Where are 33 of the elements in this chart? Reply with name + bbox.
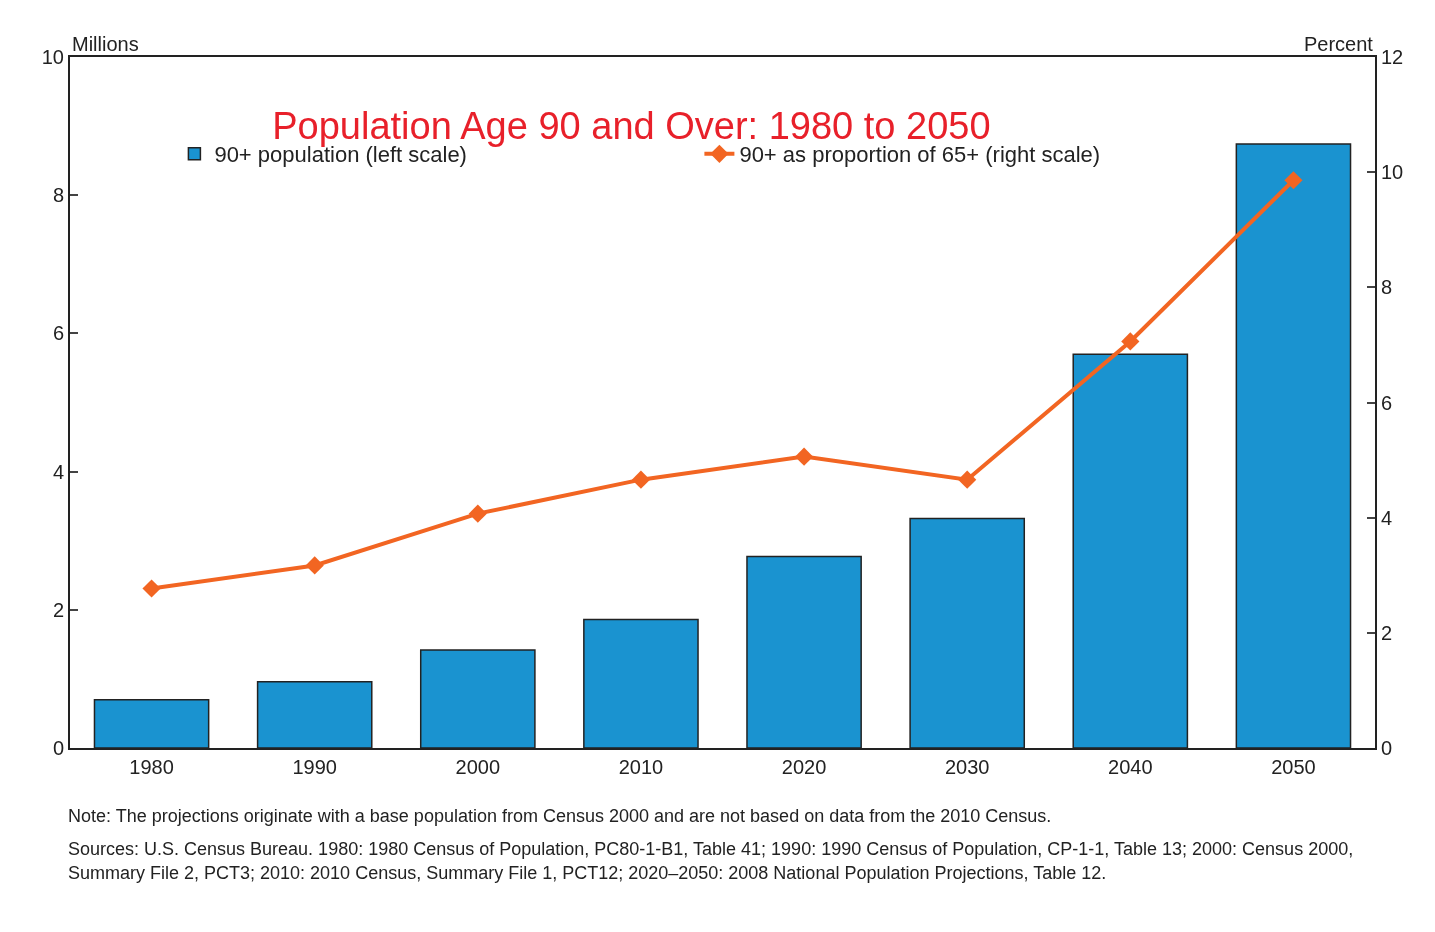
point — [142, 579, 161, 598]
x-tick-label: 1990 — [292, 756, 337, 778]
y2-tick-label: 2 — [1381, 621, 1393, 644]
point — [958, 470, 977, 489]
y-tick-label: 0 — [52, 737, 64, 759]
x-tick-label: 2030 — [944, 756, 990, 778]
point — [631, 470, 651, 489]
source-note: Sources: U.S. Census Bureau. 1980: 1980 Census of Population, PC80-1-B1, Table 41; 1990: 1990 Census of Population, CP-1-1, Table 13; 2000: Census 2000, Summary File 2, PCT3; 2010: 2010 Census, Summary File 1, PCT12; 2020–2050: 2008 National Population Projections, Table 12. — [68, 838, 1355, 885]
point — [794, 447, 814, 466]
y-axis-title: Millions — [72, 33, 139, 55]
x-tick-label: 2040 — [1108, 756, 1153, 778]
y2-axis-title: Percent — [1304, 33, 1374, 55]
point — [468, 504, 487, 523]
point — [305, 556, 324, 575]
x-tick-label: 2000 — [455, 756, 501, 778]
y-tick-label: 10 — [41, 46, 64, 68]
x-tick-label: 2010 — [618, 756, 664, 778]
y-tick-label: 8 — [52, 184, 64, 207]
y2-tick-label: 10 — [1381, 161, 1404, 184]
x-tick-label: 2050 — [1271, 756, 1316, 778]
y2-tick-label: 6 — [1381, 391, 1393, 414]
y-tick-label: 2 — [52, 598, 64, 621]
y2-tick-label: 12 — [1381, 46, 1404, 68]
x-tick-label: 1980 — [129, 756, 174, 778]
x-tick-label: 2020 — [781, 756, 827, 778]
point — [1284, 171, 1303, 190]
y-tick-label: 4 — [52, 460, 64, 483]
point — [1121, 332, 1140, 351]
y2-tick-label: 8 — [1381, 276, 1393, 299]
y-tick-label: 6 — [52, 322, 64, 345]
y2-tick-label: 0 — [1381, 737, 1393, 759]
text: Note: The projections originate with a base population from Census 2000 and are not based on data from the 2010 Census. — [68, 805, 1053, 828]
y2-tick-label: 4 — [1381, 506, 1393, 529]
